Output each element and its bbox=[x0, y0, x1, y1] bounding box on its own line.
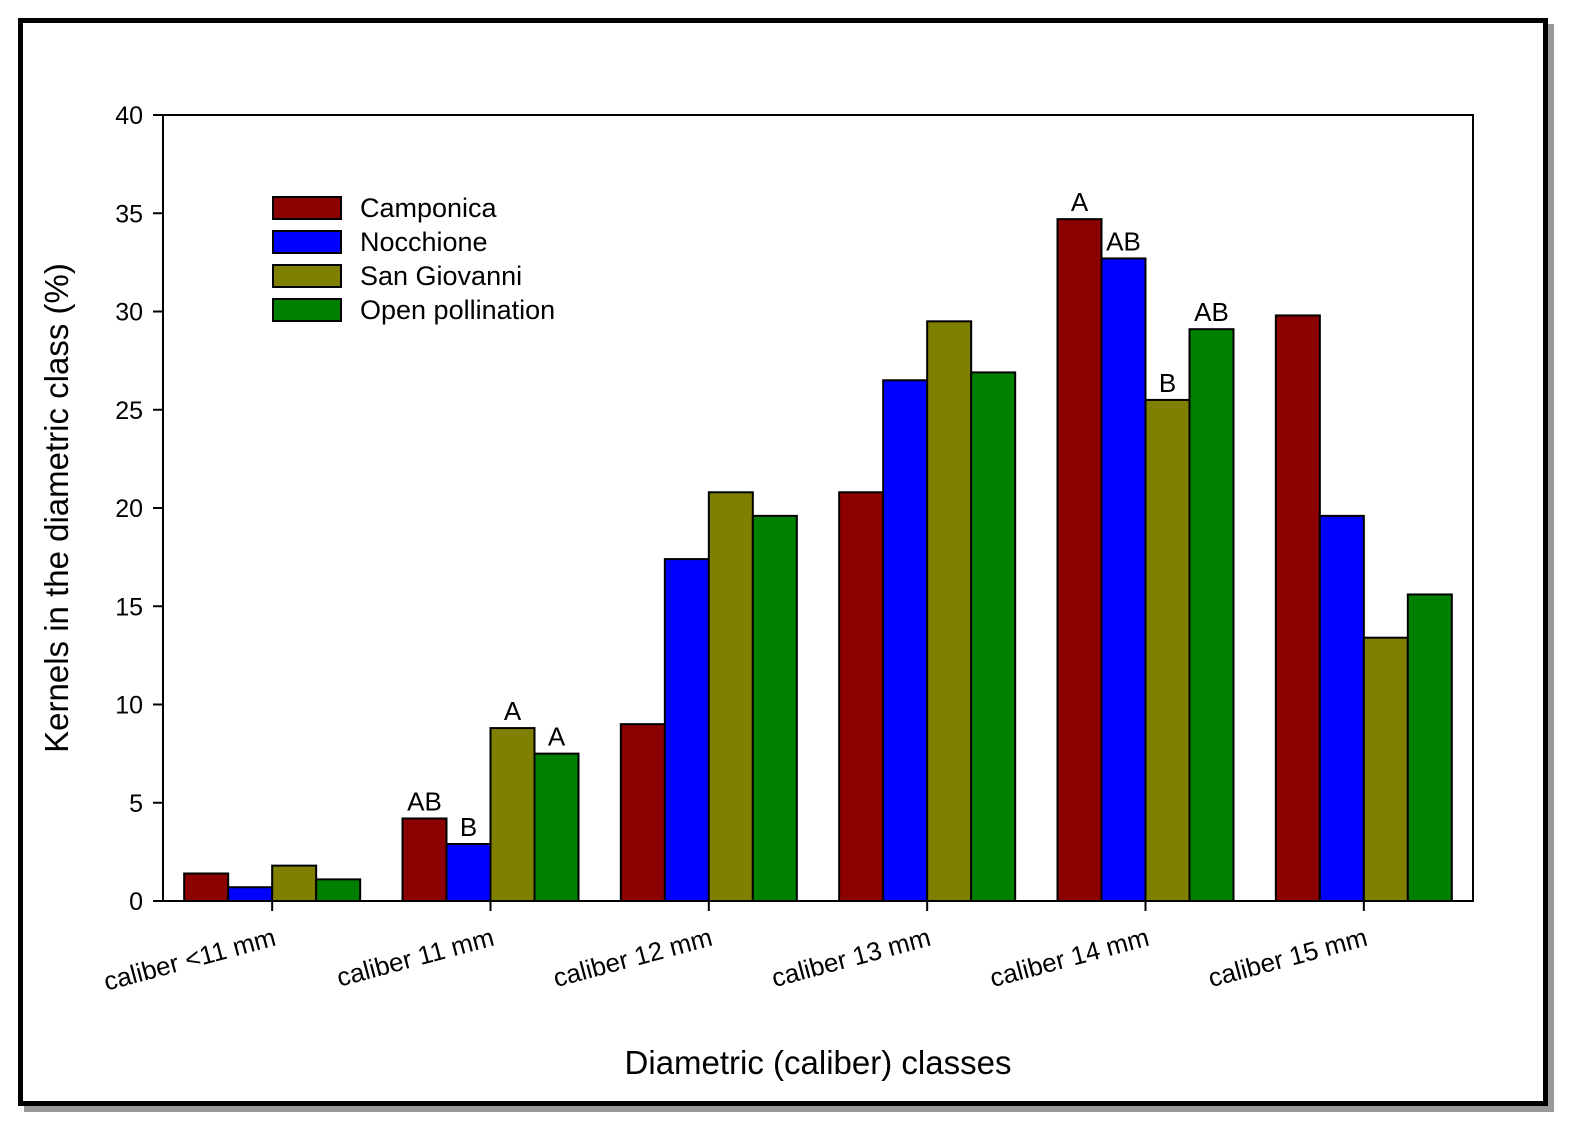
bar-camponica-3 bbox=[838, 491, 885, 902]
bar-san-giovanni-4 bbox=[1144, 398, 1191, 902]
bar-san-giovanni-3 bbox=[926, 320, 973, 902]
bar-nocchione-5 bbox=[1318, 514, 1365, 902]
y-tick-label-3: 15 bbox=[115, 593, 143, 621]
y-tick-label-4: 20 bbox=[115, 495, 143, 523]
legend-label-1: Nocchione bbox=[360, 227, 488, 257]
annotation-0: AB bbox=[407, 786, 442, 816]
y-axis: 0 5 10 15 20 25 30 35 40 bbox=[115, 102, 163, 916]
legend: Camponica Nocchione San Giovanni Open polli… bbox=[272, 193, 555, 325]
legend-label-3: Open pollination bbox=[360, 295, 555, 325]
bar-open-pollination-1 bbox=[533, 752, 580, 902]
legend-swatch-1 bbox=[272, 230, 342, 254]
x-axis: caliber <11 mm caliber 11 mm caliber 12 mm… bbox=[100, 901, 1370, 996]
x-axis-title: Diametric (caliber) classes bbox=[625, 1044, 1012, 1081]
bar-camponica-4 bbox=[1056, 218, 1103, 902]
annotation-1: B bbox=[460, 812, 477, 842]
x-tick-label-1: caliber 11 mm bbox=[333, 922, 497, 993]
legend-label-2: San Giovanni bbox=[360, 261, 522, 291]
annotation-5: AB bbox=[1106, 226, 1141, 256]
annotation-7: AB bbox=[1194, 297, 1229, 327]
annotation-6: B bbox=[1159, 368, 1176, 398]
x-tick-label-3: caliber 13 mm bbox=[768, 922, 933, 993]
legend-swatch-3 bbox=[272, 298, 342, 322]
bar-camponica-2 bbox=[619, 723, 666, 903]
legend-swatch-0 bbox=[272, 196, 342, 220]
legend-label-0: Camponica bbox=[360, 193, 498, 223]
bar-open-pollination-2 bbox=[751, 514, 798, 902]
y-tick-label-7: 35 bbox=[115, 200, 143, 228]
bar-san-giovanni-5 bbox=[1362, 636, 1409, 902]
legend-swatch-2 bbox=[272, 264, 342, 288]
bars bbox=[183, 218, 1453, 903]
bar-nocchione-0 bbox=[227, 886, 274, 902]
bar-nocchione-4 bbox=[1100, 257, 1147, 902]
y-tick-label-6: 30 bbox=[115, 299, 143, 327]
annotation-4: A bbox=[1071, 187, 1089, 217]
y-tick-label-1: 5 bbox=[129, 790, 143, 818]
bar-san-giovanni-0 bbox=[271, 864, 318, 903]
annotation-2: A bbox=[504, 696, 522, 726]
x-tick-label-2: caliber 12 mm bbox=[550, 922, 715, 993]
annotation-3: A bbox=[548, 722, 566, 752]
y-tick-label-8: 40 bbox=[115, 102, 143, 130]
bar-open-pollination-3 bbox=[970, 371, 1017, 903]
bar-san-giovanni-1 bbox=[489, 727, 536, 903]
bar-open-pollination-4 bbox=[1188, 328, 1235, 902]
y-tick-label-2: 10 bbox=[115, 692, 143, 720]
bar-nocchione-3 bbox=[882, 379, 929, 902]
plot-area-border bbox=[162, 114, 1474, 902]
bar-nocchione-2 bbox=[663, 558, 710, 903]
y-tick-label-5: 25 bbox=[115, 397, 143, 425]
bar-open-pollination-0 bbox=[315, 878, 362, 903]
x-tick-label-5: caliber 15 mm bbox=[1205, 922, 1370, 993]
bar-camponica-5 bbox=[1274, 314, 1321, 902]
bar-camponica-1 bbox=[401, 817, 448, 902]
y-tick-label-0: 0 bbox=[129, 888, 143, 916]
bar-san-giovanni-2 bbox=[707, 491, 754, 902]
y-axis-title: Kernels in the diametric class (%) bbox=[38, 263, 75, 753]
x-tick-label-0: caliber <11 mm bbox=[100, 922, 278, 997]
bar-open-pollination-5 bbox=[1406, 593, 1453, 903]
bar-nocchione-1 bbox=[445, 843, 492, 903]
x-tick-label-4: caliber 14 mm bbox=[987, 922, 1152, 993]
bar-camponica-0 bbox=[183, 872, 230, 902]
